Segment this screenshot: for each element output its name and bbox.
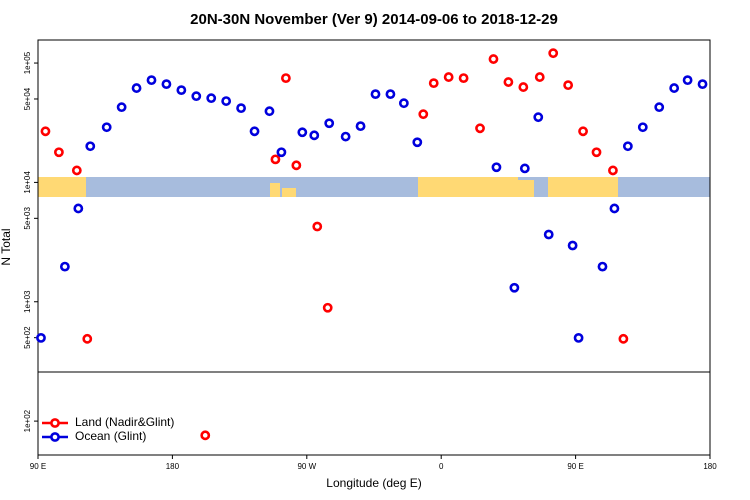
point: [36, 332, 46, 343]
point: [622, 141, 633, 152]
point: [324, 118, 335, 129]
y-tick-label: 1e+03: [23, 290, 32, 313]
point: [412, 137, 423, 148]
point: [71, 165, 82, 176]
y-tick-label: 1e+05: [23, 51, 32, 74]
x-tick-label: 90 E: [30, 462, 46, 471]
x-tick-label: 90 W: [297, 462, 316, 471]
point: [101, 122, 112, 133]
point: [458, 73, 469, 83]
point: [682, 75, 693, 86]
legend-marker: [50, 418, 60, 428]
point: [618, 333, 629, 344]
point: [221, 96, 232, 106]
point: [270, 154, 281, 165]
point: [509, 282, 520, 293]
point: [567, 240, 578, 251]
point: [176, 85, 187, 96]
point: [191, 91, 202, 102]
point: [519, 163, 530, 174]
x-tick-label: 180: [703, 462, 717, 471]
point: [73, 203, 84, 214]
point: [591, 147, 602, 158]
y-tick-label: 1e+02: [23, 409, 32, 432]
y-tick-label: 1e+04: [23, 171, 32, 194]
point: [475, 123, 485, 134]
point: [609, 203, 620, 214]
point: [573, 332, 584, 343]
x-tick-label: 0: [439, 462, 444, 471]
point: [297, 127, 308, 138]
legend: Land (Nadir&Glint)Ocean (Glint): [42, 415, 174, 443]
point: [597, 261, 608, 272]
point: [608, 165, 618, 176]
x-axis-label: Longitude (deg E): [326, 476, 421, 490]
point: [637, 122, 648, 133]
point: [548, 48, 559, 59]
point: [654, 102, 665, 113]
point: [54, 147, 64, 158]
point: [276, 147, 287, 158]
map-strip: [38, 177, 710, 197]
point: [533, 112, 544, 123]
point: [291, 160, 302, 171]
point: [249, 126, 260, 137]
point: [116, 102, 127, 113]
point: [578, 126, 588, 137]
point: [503, 77, 514, 87]
point: [322, 302, 333, 313]
point: [669, 83, 680, 93]
point: [131, 83, 142, 93]
point: [264, 106, 275, 117]
point: [488, 54, 499, 64]
x-tick-label: 90 E: [567, 462, 583, 471]
point: [370, 89, 381, 100]
point: [340, 131, 351, 142]
point: [563, 80, 574, 91]
plot-frame: [37, 39, 711, 456]
x-tick-label: 180: [166, 462, 180, 471]
point: [491, 162, 502, 173]
point: [59, 261, 70, 272]
point: [161, 79, 172, 90]
point: [236, 103, 246, 114]
legend-marker: [50, 432, 60, 442]
chart-title: 20N-30N November (Ver 9) 2014-09-06 to 2…: [190, 11, 558, 28]
legend-label: Land (Nadir&Glint): [75, 415, 174, 429]
point: [418, 109, 429, 120]
point: [385, 89, 396, 100]
point: [146, 75, 157, 86]
y-tick-label: 5e+02: [23, 326, 32, 349]
y-axis-label: N Total: [0, 228, 13, 265]
point: [428, 78, 439, 89]
point: [697, 79, 708, 90]
point: [309, 130, 320, 141]
point: [518, 82, 529, 92]
point: [443, 72, 454, 82]
point: [82, 333, 93, 344]
legend-label: Ocean (Glint): [75, 429, 146, 443]
point: [312, 221, 323, 232]
point: [200, 430, 211, 441]
point: [280, 73, 291, 83]
point: [40, 126, 51, 137]
point: [85, 141, 96, 152]
y-tick-label: 5e+03: [23, 207, 32, 230]
point: [355, 121, 366, 132]
point: [534, 72, 545, 82]
y-tick-label: 5e+04: [23, 87, 32, 110]
point: [206, 93, 217, 104]
point: [398, 98, 409, 109]
point: [543, 229, 554, 240]
